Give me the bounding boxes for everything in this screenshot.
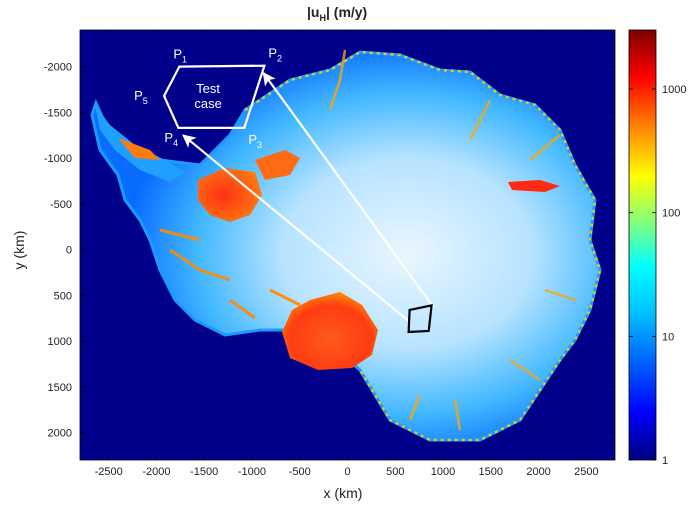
- continent-velocity-field: [90, 49, 602, 442]
- ice-shelf-ross: [282, 292, 378, 370]
- colorbar-ticks: 1 10 100 1000: [629, 84, 686, 467]
- mapping-arrow: [182, 134, 410, 322]
- colorbar-gradient: [628, 29, 657, 461]
- y-tick-label: 0: [66, 245, 72, 257]
- x-tick-label: 1500: [479, 466, 503, 478]
- vertex-label: P2: [268, 46, 282, 64]
- y-axis-ticks: -2000 -1500 -1000 -500 0 500 1000 1500 2000: [44, 62, 615, 440]
- mapping-arrow: [262, 71, 435, 308]
- y-tick-label: -500: [50, 199, 72, 211]
- x-tick-label: 500: [386, 466, 404, 478]
- svg-text:|uH| (m/y): |uH| (m/y): [307, 4, 367, 23]
- colorbar-tick-label: 10: [662, 331, 674, 343]
- y-tick-label: 1000: [48, 336, 72, 348]
- x-tick-label: 0: [344, 466, 350, 478]
- y-tick-label: 1500: [48, 382, 72, 394]
- title-main: |u: [307, 4, 319, 20]
- ice-shelf-amery: [508, 180, 560, 192]
- x-tick-label: -500: [289, 466, 311, 478]
- x-axis-ticks: -2500 -2000 -1500 -1000 -500 0 500 1000 1500 2000…: [95, 30, 599, 478]
- chart-title: |uH| (m/y): [307, 4, 367, 23]
- title-subscript: H: [319, 13, 326, 23]
- vertex-label: P3: [248, 132, 262, 150]
- colorbar-tick-label: 100: [662, 208, 680, 220]
- ice-streams-west: [159, 228, 301, 320]
- ice-shelf-filchner: [255, 150, 300, 180]
- x-tick-label: -2000: [142, 466, 170, 478]
- antarctic-peninsula: [95, 105, 185, 182]
- colorbar: 1 10 100 1000: [628, 29, 686, 467]
- vertex-label: P1: [173, 47, 187, 65]
- x-axis-label: x (km): [324, 485, 363, 501]
- colorbar-tick-label: 1000: [662, 84, 686, 96]
- y-tick-label: -1500: [44, 107, 72, 119]
- ice-shelf-ronne: [198, 168, 262, 222]
- x-tick-label: -1500: [190, 466, 218, 478]
- x-tick-label: 2000: [526, 466, 550, 478]
- y-tick-label: 2000: [48, 428, 72, 440]
- x-tick-label: -2500: [95, 466, 123, 478]
- coastal-rim: [244, 50, 602, 442]
- title-unit: | (m/y): [326, 4, 367, 20]
- colorbar-tick-label: 1: [662, 455, 668, 467]
- y-axis-label: y (km): [11, 231, 27, 270]
- test-case-label-line2: case: [194, 96, 221, 111]
- x-tick-label: 2500: [574, 466, 598, 478]
- y-tick-label: 500: [54, 290, 72, 302]
- y-tick-label: -2000: [44, 62, 72, 74]
- source-region-polygon: [407, 303, 433, 334]
- tributary-streaks: [328, 49, 576, 431]
- x-tick-label: 1000: [431, 466, 455, 478]
- peninsula-shelf: [118, 138, 160, 160]
- vertex-label: P5: [134, 88, 148, 106]
- vertex-label: P4: [164, 130, 178, 148]
- test-case-label-line1: Test: [196, 81, 220, 96]
- y-tick-label: -1000: [44, 153, 72, 165]
- test-case-polygon: [162, 64, 266, 129]
- x-tick-label: -1000: [238, 466, 266, 478]
